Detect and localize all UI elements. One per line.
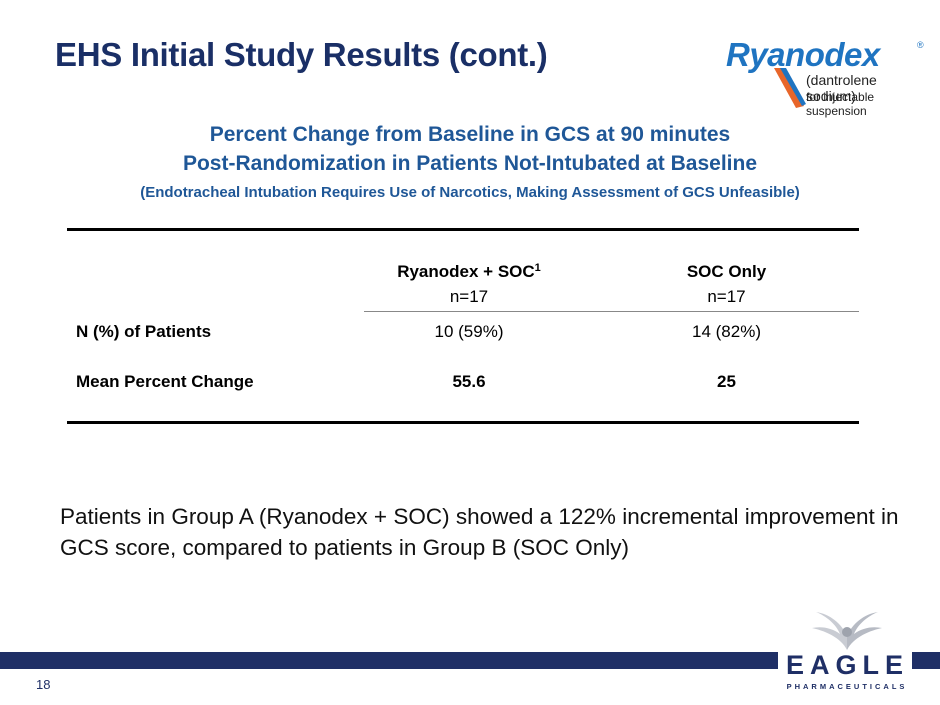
ryanodex-wordmark: Ryanodex bbox=[726, 36, 880, 73]
summary-text: Patients in Group A (Ryanodex + SOC) sho… bbox=[60, 504, 899, 560]
footnote-marker: 1 bbox=[534, 262, 541, 274]
registered-mark: ® bbox=[917, 40, 924, 50]
footer-bar bbox=[0, 652, 778, 669]
logo-formulation: for injectable suspension bbox=[806, 90, 875, 118]
column-header-ryanodex: Ryanodex + SOC1 bbox=[397, 262, 541, 281]
chart-subtitle-line1: Percent Change from Baseline in GCS at 9… bbox=[209, 123, 731, 146]
cell-mean-ryanodex: 55.6 bbox=[452, 372, 486, 391]
table-top-rule bbox=[67, 228, 859, 231]
eagle-bird-icon bbox=[812, 612, 882, 650]
ryanodex-swoosh-icon bbox=[774, 68, 806, 108]
table-bottom-rule bbox=[67, 421, 859, 424]
footer-bar-right bbox=[912, 652, 940, 669]
chart-subtitle-line2: Post-Randomization in Patients Not-Intub… bbox=[182, 152, 758, 175]
header-divider bbox=[364, 311, 859, 312]
eagle-wordmark: EAGLE bbox=[786, 650, 910, 680]
slide-title: EHS Initial Study Results (cont.) bbox=[55, 36, 548, 73]
ryanodex-logo: Ryanodex ® (dantrolene sodium) for injec… bbox=[726, 36, 926, 118]
column-n-soc: n=17 bbox=[707, 287, 746, 306]
column-header-soc: SOC Only bbox=[686, 262, 767, 281]
row-label-patients: N (%) of Patients bbox=[76, 322, 212, 341]
cell-mean-soc: 25 bbox=[717, 372, 736, 391]
cell-patients-soc: 14 (82%) bbox=[692, 322, 761, 341]
eagle-subtitle: PHARMACEUTICALS bbox=[786, 682, 908, 691]
logo-generic-name: (dantrolene sodium) bbox=[806, 72, 877, 104]
row-label-mean-change: Mean Percent Change bbox=[76, 372, 254, 391]
eagle-logo: EAGLE PHARMACEUTICALS bbox=[782, 610, 912, 700]
column-n-ryanodex: n=17 bbox=[449, 287, 489, 306]
page-number: 18 bbox=[36, 677, 51, 692]
cell-patients-ryanodex: 10 (59%) bbox=[434, 322, 504, 341]
chart-subtitle-note: (Endotracheal Intubation Requires Use of… bbox=[140, 184, 800, 201]
